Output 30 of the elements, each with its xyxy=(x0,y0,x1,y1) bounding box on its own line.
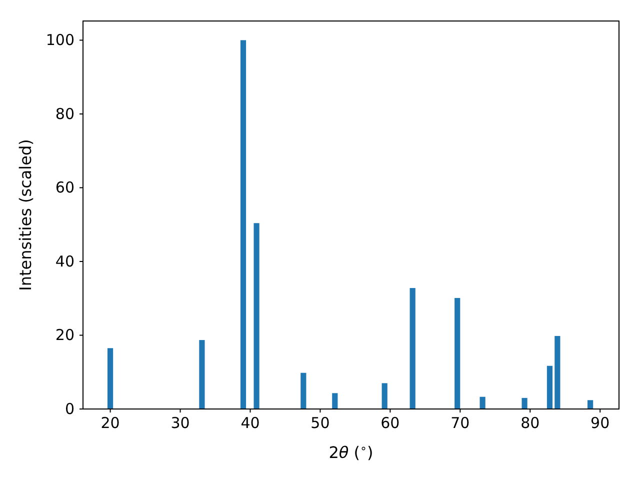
x-tick-label: 30 xyxy=(170,414,190,432)
bar xyxy=(554,336,560,409)
x-tick-label: 50 xyxy=(310,414,330,432)
y-tick-label: 40 xyxy=(55,252,74,270)
bar xyxy=(240,40,246,409)
x-tick-label: 70 xyxy=(450,414,470,432)
y-tick-label: 0 xyxy=(64,400,74,418)
bar xyxy=(300,372,306,409)
x-tick-label: 80 xyxy=(520,414,540,432)
x-tick-label: 20 xyxy=(100,414,120,432)
y-tick-label: 60 xyxy=(55,178,74,197)
bar xyxy=(332,393,338,409)
bar xyxy=(107,348,114,409)
bar xyxy=(522,398,528,409)
bar xyxy=(199,340,205,409)
bar xyxy=(588,400,594,409)
bar xyxy=(410,288,416,409)
x-tick-label: 40 xyxy=(240,414,260,432)
x-axis-title: 2θ ($^{∘}$) xyxy=(328,442,374,462)
bar xyxy=(454,298,460,409)
bar xyxy=(546,366,553,409)
bar xyxy=(254,223,260,409)
bar xyxy=(382,383,388,409)
y-tick-label: 20 xyxy=(55,326,74,344)
x-tick-label: 90 xyxy=(590,414,610,432)
x-tick-label: 60 xyxy=(380,414,400,432)
y-tick-label: 100 xyxy=(46,30,74,49)
bar xyxy=(480,396,486,409)
y-axis-title: Intensities (scaled) xyxy=(16,139,35,291)
y-tick-label: 80 xyxy=(55,104,74,123)
